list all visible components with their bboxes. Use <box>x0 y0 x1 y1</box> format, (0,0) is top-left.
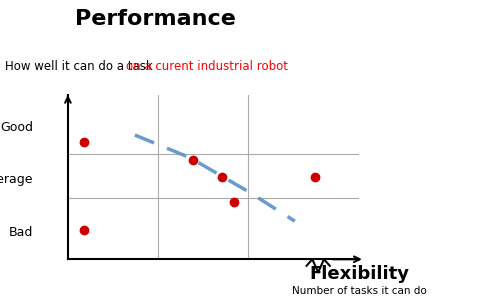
Text: Good: Good <box>0 121 33 134</box>
Text: Bad: Bad <box>9 226 33 239</box>
Text: Average: Average <box>0 173 33 187</box>
Text: on a curent industrial robot: on a curent industrial robot <box>126 60 288 73</box>
Text: Number of tasks it can do: Number of tasks it can do <box>291 286 425 296</box>
Text: Flexibility: Flexibility <box>308 265 408 283</box>
Text: Performance: Performance <box>75 9 235 29</box>
Text: How well it can do a task: How well it can do a task <box>5 60 156 73</box>
